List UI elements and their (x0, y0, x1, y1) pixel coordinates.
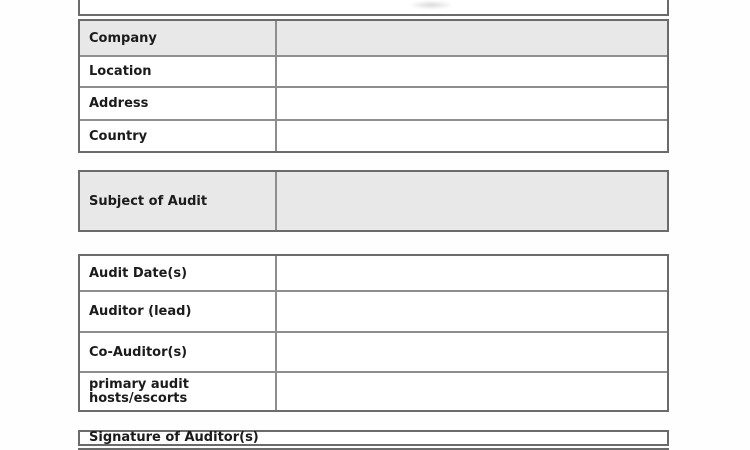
table-row-address: Address (80, 88, 667, 121)
top-cutoff-cell (80, 0, 667, 14)
top-cutoff-row (80, 0, 667, 14)
table-row-co-auditors: Co-Auditor(s) (80, 333, 667, 373)
table-row-company: Company (80, 21, 667, 57)
location-value-field[interactable] (277, 57, 667, 86)
audit-dates-label: Audit Date(s) (80, 256, 277, 290)
address-label: Address (80, 88, 277, 119)
audit-details-table: Audit Date(s) Auditor (lead) Co-Auditor(… (78, 254, 669, 412)
primary-audit-hosts-label: primary audit hosts/escorts (80, 373, 277, 410)
subject-of-audit-label: Subject of Audit (80, 172, 277, 230)
signature-header-table: Signature of Auditor(s) (78, 430, 669, 446)
signature-of-auditors-label: Signature of Auditor(s) (89, 430, 259, 445)
auditor-lead-value-field[interactable] (277, 292, 667, 331)
primary-audit-hosts-value-field[interactable] (277, 373, 667, 410)
subject-of-audit-value-field[interactable] (277, 172, 667, 230)
table-row-signature-header: Signature of Auditor(s) (80, 430, 667, 445)
location-label: Location (80, 57, 277, 86)
country-label: Country (80, 121, 277, 151)
audit-dates-value-field[interactable] (277, 256, 667, 290)
company-label: Company (80, 21, 277, 55)
table-row-location: Location (80, 57, 667, 88)
top-cutoff-table (78, 0, 669, 16)
auditor-lead-label: Auditor (lead) (80, 292, 277, 331)
co-auditors-label: Co-Auditor(s) (80, 333, 277, 371)
cutoff-text-remnant-icon (410, 1, 452, 9)
country-value-field[interactable] (277, 121, 667, 151)
table-row-primary-audit-hosts: primary audit hosts/escorts (80, 373, 667, 410)
signature-cells-table (78, 448, 669, 450)
table-row-auditor-lead: Auditor (lead) (80, 292, 667, 333)
table-row-subject: Subject of Audit (80, 172, 667, 230)
address-value-field[interactable] (277, 88, 667, 119)
table-row-country: Country (80, 121, 667, 151)
subject-table: Subject of Audit (78, 170, 669, 232)
company-table: Company Location Address Country (78, 19, 669, 153)
co-auditors-value-field[interactable] (277, 333, 667, 371)
table-row-audit-dates: Audit Date(s) (80, 256, 667, 292)
company-value-field[interactable] (277, 21, 667, 55)
